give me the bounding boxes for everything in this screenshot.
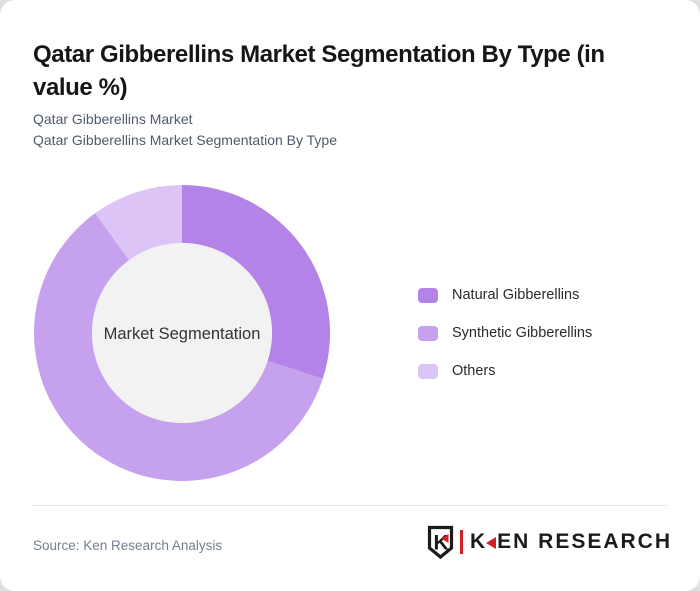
footer-divider xyxy=(33,505,667,506)
source-note: Source: Ken Research Analysis xyxy=(33,538,223,553)
chart-subtitle: Qatar Gibberellins Market Qatar Gibberel… xyxy=(33,109,337,151)
wordmark-rest: EN RESEARCH xyxy=(497,530,672,553)
legend-item-natural-gibberellins[interactable]: Natural Gibberellins xyxy=(418,287,592,303)
donut-chart[interactable]: Market Segmentation xyxy=(32,183,332,483)
ken-research-logo: K K EN RESEARCH xyxy=(427,524,672,560)
legend-item-others[interactable]: Others xyxy=(418,363,592,379)
legend-swatch-synthetic-icon xyxy=(418,325,438,341)
donut-center-circle xyxy=(92,243,272,423)
legend-label: Others xyxy=(452,363,496,379)
legend-item-synthetic-gibberellins[interactable]: Synthetic Gibberellins xyxy=(418,325,592,341)
legend-swatch-others-icon xyxy=(418,363,438,379)
donut-chart-svg: Market Segmentation xyxy=(34,185,331,481)
ken-research-shield-icon: K xyxy=(427,525,454,559)
wordmark-k: K xyxy=(469,530,488,553)
page-title: Qatar Gibberellins Market Segmentation B… xyxy=(33,38,683,104)
chart-legend: Natural Gibberellins Synthetic Gibberell… xyxy=(418,287,592,401)
subtitle-line-1: Qatar Gibberellins Market xyxy=(33,111,193,127)
wordmark-red-triangle-icon xyxy=(486,536,497,549)
legend-label: Natural Gibberellins xyxy=(452,287,580,303)
ken-research-wordmark: K EN RESEARCH xyxy=(470,530,672,554)
pie-slice-others[interactable] xyxy=(95,185,182,261)
donut-center-label: Market Segmentation xyxy=(104,325,261,343)
page-title-line-1: Qatar Gibberellins Market Segmentation B… xyxy=(33,41,605,69)
badge-letter: K xyxy=(433,531,448,554)
legend-label: Synthetic Gibberellins xyxy=(452,325,593,341)
legend-swatch-natural-icon xyxy=(418,287,438,303)
pie-slice-natural-gibberellins[interactable] xyxy=(182,185,331,379)
logo-separator-bar xyxy=(459,530,463,554)
page-title-line-2: value %) xyxy=(33,74,128,102)
subtitle-line-2: Qatar Gibberellins Market Segmentation B… xyxy=(33,132,338,148)
pie-slice-synthetic-gibberellins[interactable] xyxy=(34,213,323,481)
